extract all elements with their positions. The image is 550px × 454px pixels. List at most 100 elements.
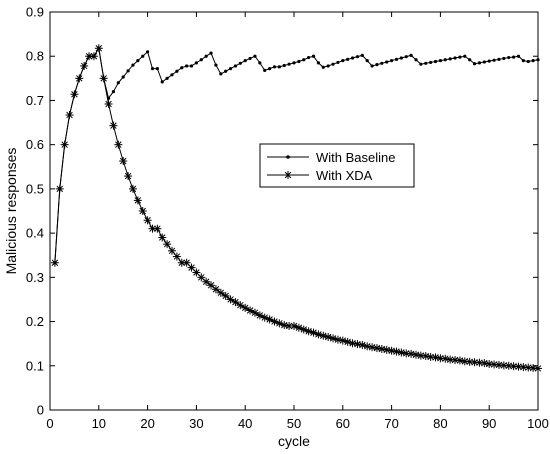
data-point-xda — [377, 344, 386, 353]
data-point-xda — [128, 184, 137, 193]
legend-xda-marker — [284, 171, 292, 179]
data-point-xda — [368, 343, 377, 352]
data-point-xda — [153, 224, 162, 233]
data-point-xda — [314, 330, 323, 339]
data-point-xda — [109, 121, 118, 130]
legend-star-shape — [284, 171, 292, 179]
data-point-baseline — [438, 59, 442, 63]
x-axis-ticks: 0 10 20 30 40 50 60 70 80 90 100 — [46, 12, 549, 431]
data-point-baseline — [150, 67, 155, 71]
data-point-xda — [104, 99, 113, 108]
data-point-xda — [192, 268, 201, 277]
data-point-baseline — [482, 60, 486, 64]
y-axis-label: Malicious responses — [3, 148, 19, 275]
data-point-baseline — [141, 54, 145, 58]
y-tick-label: 0.1 — [26, 358, 44, 373]
data-point-xda — [65, 111, 74, 120]
data-point-baseline — [492, 58, 496, 62]
x-tick-label: 70 — [384, 416, 398, 431]
y-tick-label: 0.4 — [26, 226, 44, 241]
x-tick-label: 80 — [433, 416, 447, 431]
data-point-baseline — [297, 59, 301, 64]
y-tick-label: 0.7 — [26, 93, 44, 108]
data-point-xda — [480, 359, 489, 368]
data-point-baseline — [468, 58, 472, 62]
data-point-xda — [85, 52, 94, 61]
data-point-baseline — [307, 55, 311, 60]
data-point-baseline — [228, 67, 233, 71]
data-point-baseline — [355, 55, 360, 59]
data-point-baseline — [477, 61, 482, 65]
y-tick-label: 0.3 — [26, 270, 44, 285]
data-point-baseline — [380, 61, 384, 65]
y-tick-label: 0.9 — [26, 5, 44, 20]
data-point-baseline — [331, 62, 335, 66]
y-tick-label: 0.5 — [26, 181, 44, 196]
x-tick-label: 20 — [140, 416, 154, 431]
legend-baseline-label: With Baseline — [316, 150, 395, 165]
data-point-xda — [280, 321, 289, 330]
data-point-baseline — [497, 57, 501, 61]
data-point-xda — [207, 281, 216, 290]
data-point-baseline — [346, 57, 350, 61]
data-point-xda — [221, 291, 230, 300]
data-point-baseline — [204, 54, 208, 58]
data-point-baseline — [390, 59, 394, 63]
data-point-baseline — [409, 53, 413, 57]
data-point-baseline — [126, 69, 130, 73]
data-point-baseline — [302, 58, 306, 62]
x-tick-label: 40 — [238, 416, 252, 431]
data-point-xda — [534, 364, 542, 373]
data-point-baseline — [419, 62, 423, 66]
data-point-xda — [407, 349, 416, 358]
data-point-baseline — [321, 65, 325, 69]
data-point-baseline — [170, 73, 174, 77]
series-line-baseline — [54, 46, 539, 263]
data-point-baseline — [448, 57, 452, 61]
data-point-xda — [338, 336, 347, 345]
data-point-baseline — [516, 54, 521, 58]
data-point-baseline — [443, 58, 447, 62]
data-point-baseline — [194, 61, 198, 65]
data-point-xda — [182, 258, 191, 267]
data-point-baseline — [404, 55, 408, 59]
data-point-xda — [348, 339, 357, 348]
data-point-xda — [70, 90, 79, 99]
data-point-baseline — [385, 60, 389, 64]
y-axis-ticks: 0 0.1 0.2 0.3 0.4 0.5 0.6 0.7 0.8 0.9 — [26, 5, 538, 418]
data-point-baseline — [507, 55, 511, 60]
x-tick-label: 100 — [527, 416, 549, 431]
data-point-baseline — [214, 63, 218, 67]
data-point-xda — [172, 252, 181, 261]
data-point-baseline — [224, 69, 228, 73]
data-point-baseline — [116, 81, 120, 85]
data-point-baseline — [121, 75, 125, 79]
data-point-baseline — [189, 64, 194, 68]
data-point-xda — [133, 196, 142, 205]
data-point-baseline — [253, 54, 257, 58]
y-tick-label: 0.2 — [26, 314, 44, 329]
data-point-baseline — [199, 58, 203, 62]
legend-box — [259, 143, 415, 188]
data-point-xda — [75, 74, 84, 83]
data-point-xda — [324, 333, 333, 342]
data-point-baseline — [341, 59, 345, 63]
y-tick-label: 0.6 — [26, 137, 44, 152]
data-point-baseline — [233, 64, 238, 68]
data-point-xda — [421, 352, 430, 361]
data-point-xda — [148, 224, 157, 233]
x-tick-label: 50 — [287, 416, 301, 431]
x-tick-label: 90 — [482, 416, 496, 431]
data-point-baseline — [209, 51, 213, 55]
data-point-xda — [241, 303, 250, 312]
data-point-baseline — [160, 80, 164, 84]
data-point-xda — [304, 327, 313, 336]
data-point-xda — [143, 216, 152, 225]
data-point-baseline — [272, 65, 277, 69]
data-point-xda — [353, 340, 362, 349]
data-point-xda — [397, 348, 406, 357]
data-point-xda — [211, 285, 220, 294]
data-point-baseline — [365, 59, 369, 63]
data-point-xda — [187, 263, 196, 272]
data-point-baseline — [502, 56, 506, 61]
